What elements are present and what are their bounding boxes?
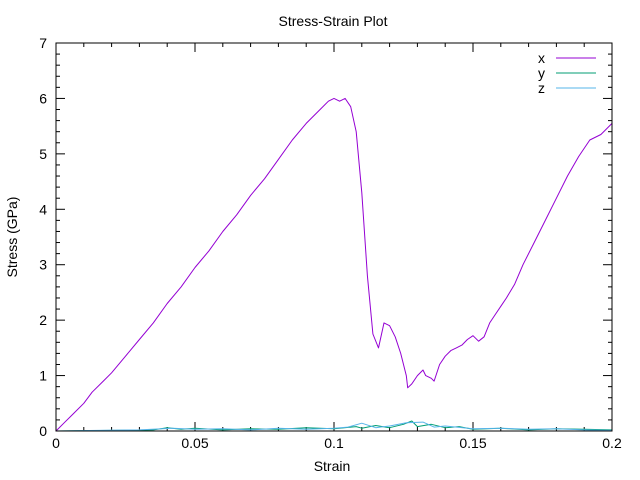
x-tick-label: 0.05 [181, 435, 208, 451]
y-tick-label: 3 [39, 257, 47, 273]
legend-label-x: x [538, 50, 545, 66]
series-layer [55, 97, 613, 432]
y-tick-label: 1 [39, 368, 47, 384]
series-line-x [55, 97, 613, 432]
ticks-layer: 0 0.05 0.1 0.15 0.2 0 1 2 3 4 5 6 7 [39, 35, 622, 451]
legend-label-z: z [538, 80, 545, 96]
y-tick-label: 7 [39, 35, 47, 51]
x-tick-label: 0.1 [324, 435, 344, 451]
y-tick-label: 4 [39, 201, 47, 217]
x-tick-label: 0.15 [459, 435, 486, 451]
plot-frame [55, 42, 613, 432]
x-tick-label: 0.2 [602, 435, 622, 451]
x-tick-label: 0 [52, 435, 60, 451]
chart-title: Stress-Strain Plot [279, 13, 388, 29]
legend: xyz [538, 50, 596, 96]
y-tick-label: 0 [39, 423, 47, 439]
y-tick-label: 2 [39, 312, 47, 328]
x-axis-title: Strain [314, 458, 351, 474]
y-axis-title: Stress (GPa) [4, 197, 20, 278]
legend-label-y: y [538, 65, 545, 81]
y-tick-label: 6 [39, 90, 47, 106]
series-line-z [55, 421, 613, 432]
y-tick-label: 5 [39, 146, 47, 162]
